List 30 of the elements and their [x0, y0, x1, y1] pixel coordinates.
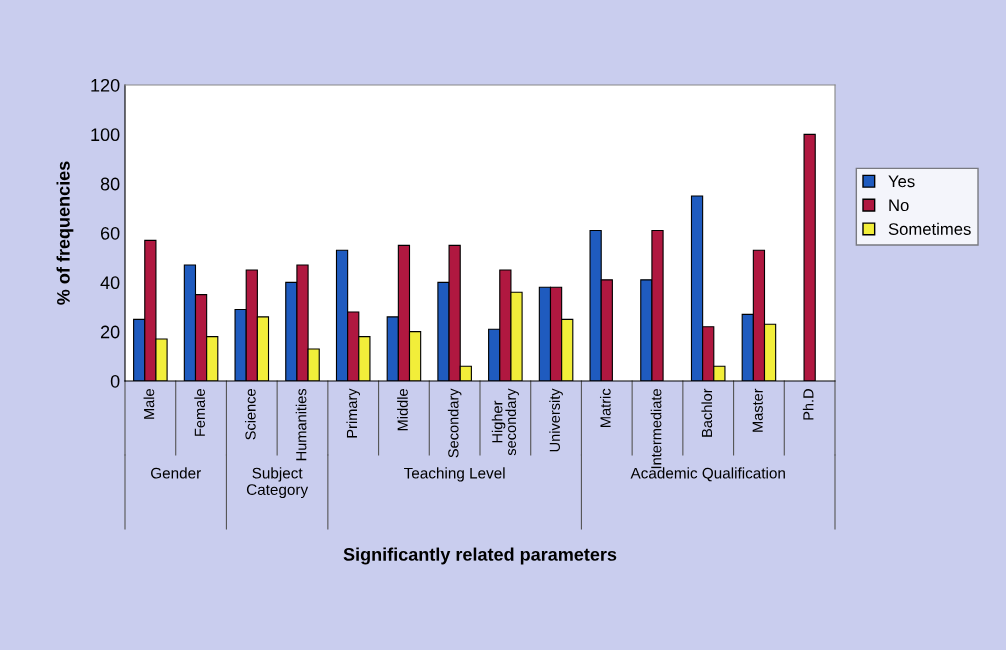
- text: Academic Qualification: [630, 467, 785, 482]
- y-tick-label: 100: [91, 128, 120, 142]
- x-tick-label: Secondary: [447, 388, 462, 458]
- x-tick-label: Higher secondary: [491, 388, 519, 456]
- y-tick-label: 60: [100, 226, 120, 240]
- legend-label: No: [889, 199, 909, 212]
- text: Teaching Level: [404, 467, 505, 482]
- y-tick-label: 120: [91, 78, 120, 92]
- x-tick-label: Matric: [599, 388, 611, 427]
- x-tick-label: Science: [244, 389, 256, 440]
- y-tick-label: 80: [100, 177, 120, 191]
- x-tick-label: Primary: [346, 388, 361, 438]
- x-tick-label: Ph.D: [802, 389, 814, 420]
- text: Subject Category: [246, 467, 309, 499]
- x-tick-label: Male: [143, 389, 155, 419]
- y-tick-label: 20: [100, 325, 120, 339]
- x-tick-label: Intermediate: [650, 389, 662, 469]
- y-axis-title: % of frequencies: [56, 161, 74, 305]
- y-tick-label: 40: [100, 276, 120, 290]
- y-tick-label: 0: [110, 374, 120, 388]
- x-tick-label: University: [549, 388, 563, 452]
- x-tick-label: Middle: [397, 389, 408, 431]
- x-tick-label: Humanities: [295, 388, 307, 461]
- text: Gender: [151, 467, 201, 479]
- x-tick-label: Bachlor: [701, 388, 713, 437]
- x-tick-label: Master: [752, 388, 763, 432]
- legend-label: Yes: [888, 175, 915, 188]
- legend-label: Sometimes: [888, 222, 971, 235]
- x-axis-title: Significantly related parameters: [343, 547, 617, 565]
- x-tick-label: Female: [194, 389, 205, 436]
